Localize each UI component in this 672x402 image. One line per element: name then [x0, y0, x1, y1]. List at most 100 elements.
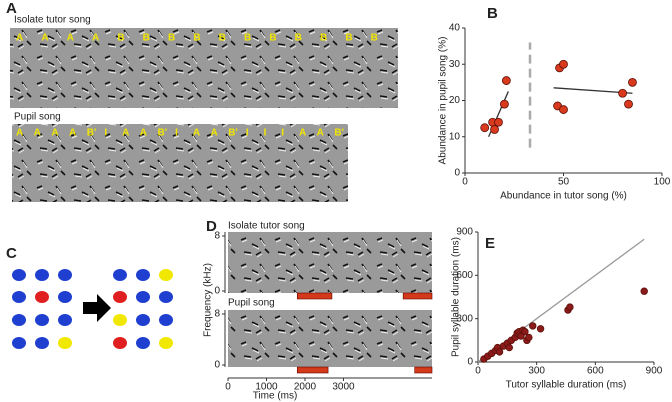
syllable-label: A [211, 128, 218, 139]
spectrogram-title: Pupil song [14, 112, 61, 123]
y-axis-label: Pupil syllable duration (ms) [451, 237, 462, 357]
syllable-label: A [16, 128, 23, 139]
point [559, 59, 568, 69]
syllable-label: B [371, 33, 378, 44]
panel-letter: B [487, 5, 498, 22]
syllable-label: A [41, 33, 48, 44]
x-tick-label: 100 [654, 177, 671, 188]
syllable-label: B' [228, 128, 238, 139]
y-tick-label: 0 [214, 360, 220, 371]
point [521, 327, 529, 336]
y-axis-label: Abundance in pupil song (%) [438, 37, 449, 165]
y-tick-label: 20 [449, 95, 461, 106]
syllable-label: B' [334, 128, 344, 139]
syllable-label: B [143, 33, 150, 44]
point [536, 325, 545, 333]
syllable-label: B [345, 33, 352, 44]
y-tick-label: 30 [449, 59, 461, 70]
x-tick-label: 3000 [332, 382, 355, 393]
y-tick-label: 10 [449, 131, 461, 142]
point [566, 303, 574, 311]
point [495, 348, 504, 356]
point [501, 76, 511, 85]
point [628, 77, 637, 87]
syllable-label: B [269, 33, 276, 44]
x-tick-label: 1000 [255, 382, 278, 393]
y-tick-label: 0 [454, 168, 460, 179]
spectrogram-title: Isolate tutor song [14, 15, 91, 26]
x-tick-label: 0 [462, 177, 468, 188]
x-axis-label: Tutor syllable duration (ms) [506, 380, 627, 391]
y-tick-label: 40 [449, 23, 461, 34]
point [525, 333, 533, 342]
x-tick-label: 0 [475, 366, 481, 377]
point [505, 343, 513, 352]
spectrogram [228, 310, 432, 367]
y-tick-label: 0 [214, 286, 220, 297]
point [529, 322, 537, 330]
y-tick-label: 8 [214, 231, 220, 242]
x-axis-label: Abundance in tutor song (%) [500, 191, 627, 202]
point [618, 88, 627, 98]
x-tick-label: 50 [558, 177, 570, 188]
y-tick-label: 8 [214, 309, 220, 320]
panel-letter: D [206, 218, 217, 235]
x-tick-label: 0 [225, 382, 231, 393]
y-axis-label: Frequency (kHz) [203, 263, 214, 337]
panel-letter: C [6, 245, 17, 262]
panel-letter: A [6, 0, 17, 17]
syllable-label: A [67, 33, 74, 44]
spectrogram-title: Isolate tutor song [228, 221, 305, 232]
segment [296, 366, 329, 374]
syllable-label: A [51, 128, 58, 139]
syllable-label: A [317, 128, 324, 139]
point [624, 99, 633, 109]
spectrogram-title: Pupil song [228, 298, 275, 309]
segment [402, 292, 433, 300]
syllable-label: A [69, 128, 76, 139]
x-tick-label: 2000 [294, 382, 317, 393]
y-tick-label: 0 [467, 357, 473, 368]
x-tick-label: 300 [528, 366, 545, 377]
syllable-label: B [320, 33, 327, 44]
syllable-label: I [104, 128, 107, 139]
point [490, 125, 499, 134]
syllable-label: B [244, 33, 251, 44]
spectrogram [228, 232, 432, 293]
syllable-label: A [140, 128, 147, 139]
y-tick-label: 600 [456, 270, 473, 281]
syllable-label: A [299, 128, 306, 139]
syllable-label: B' [87, 128, 97, 139]
panel-letter: E [485, 235, 495, 252]
syllable-label: B [193, 33, 200, 44]
y-tick-label: 900 [456, 227, 473, 238]
dot-diagram [12, 269, 173, 349]
syllable-label: I [264, 128, 267, 139]
point [499, 99, 509, 109]
syllable-label: A [193, 128, 200, 139]
syllable-label: B [295, 33, 302, 44]
spectrogram [12, 124, 348, 202]
syllable-label: B [219, 33, 226, 44]
point [640, 287, 648, 295]
syllable-label: I [281, 128, 284, 139]
y-tick-label: 300 [456, 313, 473, 324]
syllable-label: A [16, 33, 23, 44]
x-tick-label: 600 [587, 366, 604, 377]
syllable-label: I [175, 128, 178, 139]
segment [414, 366, 433, 374]
syllable-label: B [168, 33, 175, 44]
point [494, 117, 503, 127]
spectrogram [10, 28, 398, 108]
syllable-label: B [117, 33, 124, 44]
point [559, 105, 568, 114]
x-axis-label: Time (ms) [253, 391, 298, 402]
segment [296, 292, 333, 300]
x-tick-label: 900 [646, 366, 663, 377]
syllable-label: A [34, 128, 41, 139]
point [480, 123, 490, 133]
syllable-label: B' [157, 128, 167, 139]
syllable-label: I [246, 128, 249, 139]
syllable-label: A [122, 128, 129, 139]
